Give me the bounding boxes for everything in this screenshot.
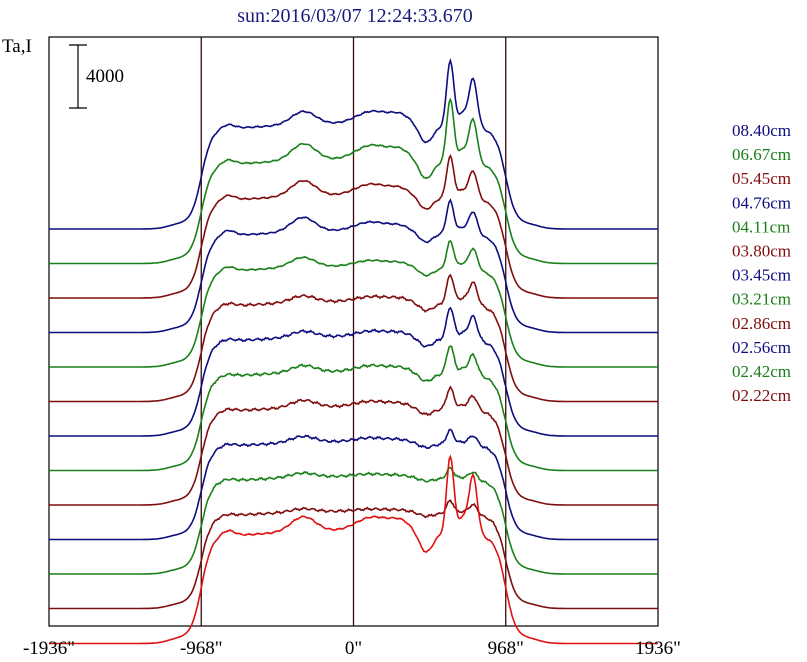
y-axis-label: Ta,I [2,36,32,57]
series-line [49,466,658,575]
x-tick-label: -1936" [23,638,75,659]
legend-entry: 02.42cm [732,362,791,381]
series-line [49,345,658,472]
x-tick-label: 0" [345,638,362,659]
legend-entry: 04.11cm [732,217,790,236]
series-line [49,385,658,506]
series-line [49,428,658,541]
series-line [49,306,658,437]
x-tick-label: 968" [488,638,524,659]
legend-entry: 03.21cm [732,290,791,309]
legend-entry: 05.45cm [732,169,791,188]
x-tick-label: -968" [180,638,223,659]
series-line [49,273,658,403]
x-tick-labels: -1936" -968" 0" 968" 1936" [23,638,681,659]
legend: 08.40cm 06.67cm 05.45cm 04.76cm 04.11cm 03.80… [732,121,791,405]
legend-entry: 03.80cm [732,242,791,261]
series-layer [49,57,658,645]
legend-entry: 08.40cm [732,121,791,140]
series-line [49,57,658,230]
legend-entry: 03.45cm [732,266,791,285]
x-tick-label: 1936" [635,638,681,659]
series-line [49,97,658,265]
scale-bar-label: 4000 [86,66,124,87]
series-line [49,153,658,299]
series-line [49,198,658,334]
series-line [49,240,658,368]
legend-entry: 06.67cm [732,145,791,164]
limb-markers [200,37,507,626]
legend-entry: 02.56cm [732,338,791,357]
scale-bar: 4000 [69,44,124,109]
legend-entry: 02.22cm [732,386,791,405]
series-line [49,499,658,610]
legend-entry: 04.76cm [732,193,791,212]
chart-title: sun:2016/03/07 12:24:33.670 [237,5,473,27]
series-line-red [49,454,658,645]
legend-entry: 02.86cm [732,314,791,333]
